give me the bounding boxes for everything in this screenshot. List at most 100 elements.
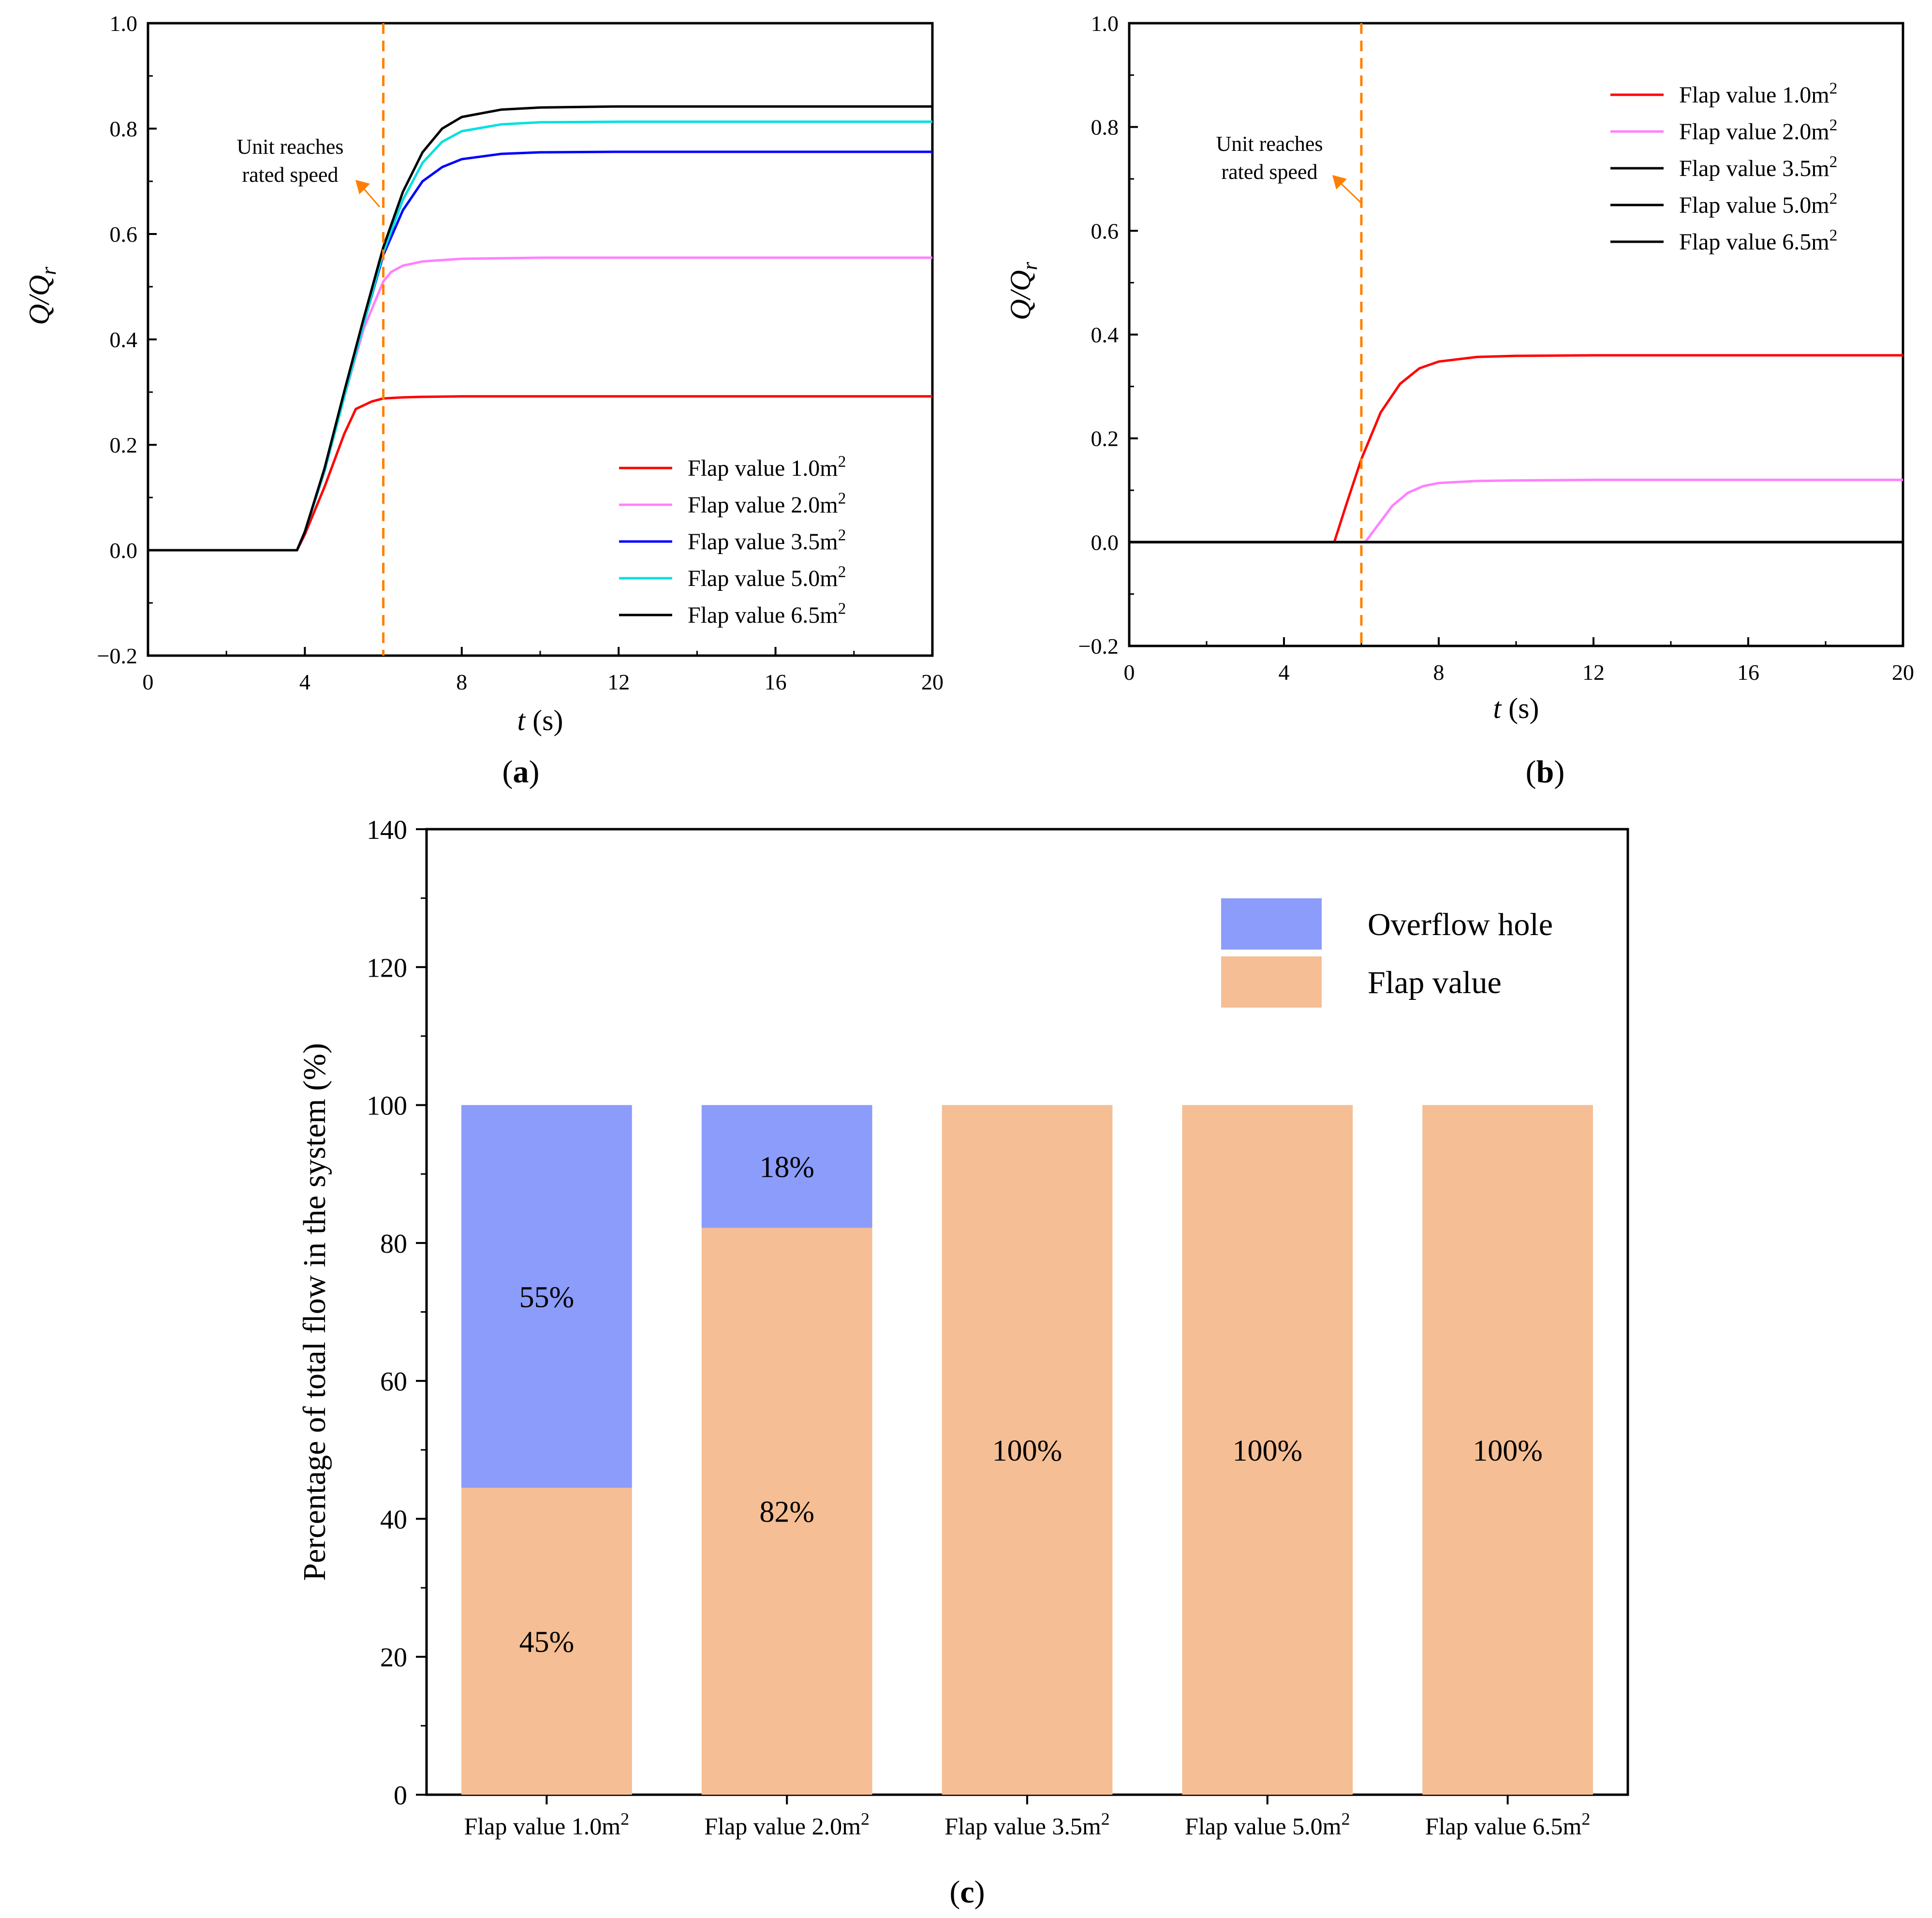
- panel-label-close: ): [1554, 754, 1564, 790]
- bar-value-label: 55%: [519, 1281, 575, 1314]
- x-axis-label-var: t: [1493, 692, 1502, 724]
- x-axis-label: t (s): [517, 704, 563, 736]
- legend-label-4-base: Flap value 5.0m: [688, 566, 838, 591]
- y-tick-label: 0.2: [110, 433, 138, 457]
- legend-label-3: Flap value 3.5m2: [688, 527, 846, 555]
- bar-segment-overflow-hole: [701, 1105, 872, 1228]
- legend-label-1: Overflow hole: [1368, 907, 1553, 942]
- legend-label-3-base: Flap value 3.5m: [1679, 156, 1829, 181]
- legend-label-1: Flap value 1.0m2: [1679, 80, 1837, 108]
- legend-label-4-sup: 2: [1829, 190, 1838, 208]
- legend-label-4-base: Flap value 5.0m: [1679, 192, 1829, 218]
- y-tick-label: 0.2: [1091, 426, 1119, 451]
- legend-label-4: Flap value 5.0m2: [1679, 190, 1837, 218]
- y-tick-label: 0.4: [1091, 322, 1119, 347]
- bar-value-label: 45%: [519, 1626, 575, 1659]
- legend-label-5-sup: 2: [1829, 227, 1838, 245]
- plot-frame: [1128, 22, 1904, 647]
- legend-label-2-sup: 2: [838, 490, 846, 508]
- x-tick-label-base: Flap value 5.0m: [1185, 1813, 1342, 1840]
- bar-segment-flap-value: [1182, 1105, 1353, 1795]
- y-tick-label: 40: [380, 1505, 407, 1535]
- x-axis-label-var: t: [517, 704, 526, 736]
- legend-label-4: Flap value 5.0m2: [688, 563, 846, 591]
- series-line-3: [148, 150, 932, 552]
- y-tick-label: 80: [380, 1229, 407, 1259]
- panel-label: (a): [502, 754, 540, 790]
- bar-segment-flap-value: [942, 1105, 1113, 1795]
- y-tick-label: 0.0: [1091, 530, 1119, 555]
- series-line-1: [1129, 354, 1903, 543]
- y-tick-label: 60: [380, 1367, 407, 1397]
- x-tick-label-base: Flap value 3.5m: [944, 1813, 1101, 1840]
- y-tick-label: 1.0: [110, 11, 138, 36]
- panel-label-open: (: [502, 754, 513, 790]
- legend-label-1-base: Flap value 1.0m: [688, 455, 838, 481]
- y-tick-label: 100: [367, 1091, 407, 1121]
- legend-label-1-sup: 2: [838, 453, 846, 471]
- legend-label-5: Flap value 6.5m2: [1679, 227, 1837, 255]
- x-tick-label: Flap value 5.0m2: [1185, 1809, 1350, 1840]
- legend-label-3-sup: 2: [838, 527, 846, 544]
- panel-label: (c): [949, 1874, 985, 1910]
- panel-b-line-chart: 0 4 8 12 16 20 −0.2 0.0 0.2 0.4 0.6 0.8 1.0 Unit reac…: [1004, 11, 1914, 790]
- x-tick-label: 12: [607, 670, 630, 694]
- x-tick-label-sup: 2: [861, 1809, 870, 1829]
- y-tick-label: −0.2: [97, 644, 137, 668]
- y-tick-label: 0.4: [110, 327, 138, 352]
- y-tick-label: 0.6: [1091, 219, 1119, 243]
- x-tick-label: 8: [1433, 660, 1445, 685]
- x-tick-label: 16: [1737, 660, 1759, 685]
- bar-value-label: 100%: [992, 1435, 1062, 1467]
- y-tick-label: 20: [380, 1643, 407, 1673]
- x-tick-label-base: Flap value 2.0m: [704, 1813, 861, 1840]
- y-tick-label: 0.6: [110, 222, 138, 247]
- legend-swatch-2: [1221, 956, 1322, 1008]
- x-tick-label: Flap value 3.5m2: [944, 1809, 1110, 1840]
- series-line-2: [1129, 479, 1903, 543]
- y-axis-label: Q/Qr: [23, 266, 60, 325]
- x-tick-label-sup: 2: [1581, 1809, 1590, 1829]
- y-axis-label-base: Q/Q: [1004, 270, 1036, 320]
- x-tick-label: Flap value 1.0m2: [464, 1809, 630, 1840]
- panel-label-letter: b: [1536, 754, 1554, 790]
- bar-value-label: 100%: [1232, 1435, 1302, 1467]
- x-tick-label-sup: 2: [1101, 1809, 1110, 1829]
- legend-label-2-sup: 2: [1829, 117, 1838, 134]
- panel-label-open: (: [1526, 754, 1536, 790]
- annotation-text: Unit reaches: [236, 135, 343, 159]
- legend-label-3-base: Flap value 3.5m: [688, 529, 838, 555]
- x-tick-label: 12: [1582, 660, 1605, 685]
- legend-label-2-base: Flap value 2.0m: [688, 492, 838, 518]
- bar-value-label: 18%: [759, 1151, 814, 1184]
- legend-label-1-base: Flap value 1.0m: [1679, 82, 1829, 108]
- annotation-arrow-head: [1332, 175, 1347, 190]
- x-tick-label: Flap value 2.0m2: [704, 1809, 870, 1840]
- legend-label-5-sup: 2: [838, 600, 846, 618]
- legend-label-1: Flap value 1.0m2: [688, 453, 846, 481]
- bar-segment-flap-value: [701, 1228, 872, 1795]
- legend-label-2: Flap value 2.0m2: [1679, 117, 1837, 145]
- annotation-arrow-head: [355, 180, 370, 194]
- legend-label-1-sup: 2: [1829, 80, 1838, 98]
- y-tick-label: 0.8: [1091, 115, 1119, 140]
- x-tick-label: 4: [299, 670, 310, 694]
- x-tick-label: 16: [765, 670, 787, 694]
- legend-label-3-sup: 2: [1829, 153, 1838, 171]
- panel-label: (b): [1526, 754, 1565, 790]
- y-axis-label-base: Q/Q: [23, 275, 55, 325]
- series-line-5: [148, 105, 932, 552]
- legend-label-3: Flap value 3.5m2: [1679, 153, 1837, 181]
- panel-label-open: (: [949, 1874, 960, 1910]
- x-tick-label-base: Flap value 6.5m: [1425, 1813, 1582, 1840]
- panel-label-close: ): [529, 754, 540, 790]
- panel-label-letter: a: [513, 754, 529, 790]
- annotation-arrow-shaft: [1337, 180, 1362, 204]
- bar-segment-flap-value: [461, 1488, 632, 1795]
- legend-label-5-base: Flap value 6.5m: [688, 602, 838, 628]
- panel-label-letter: c: [960, 1874, 974, 1910]
- bar-segment-flap-value: [1422, 1105, 1593, 1795]
- annotation-text: rated speed: [1221, 160, 1317, 184]
- y-axis-label-sub: r: [1018, 262, 1042, 270]
